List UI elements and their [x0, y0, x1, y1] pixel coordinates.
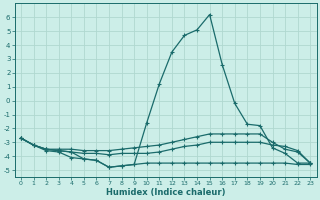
X-axis label: Humidex (Indice chaleur): Humidex (Indice chaleur)	[106, 188, 225, 197]
